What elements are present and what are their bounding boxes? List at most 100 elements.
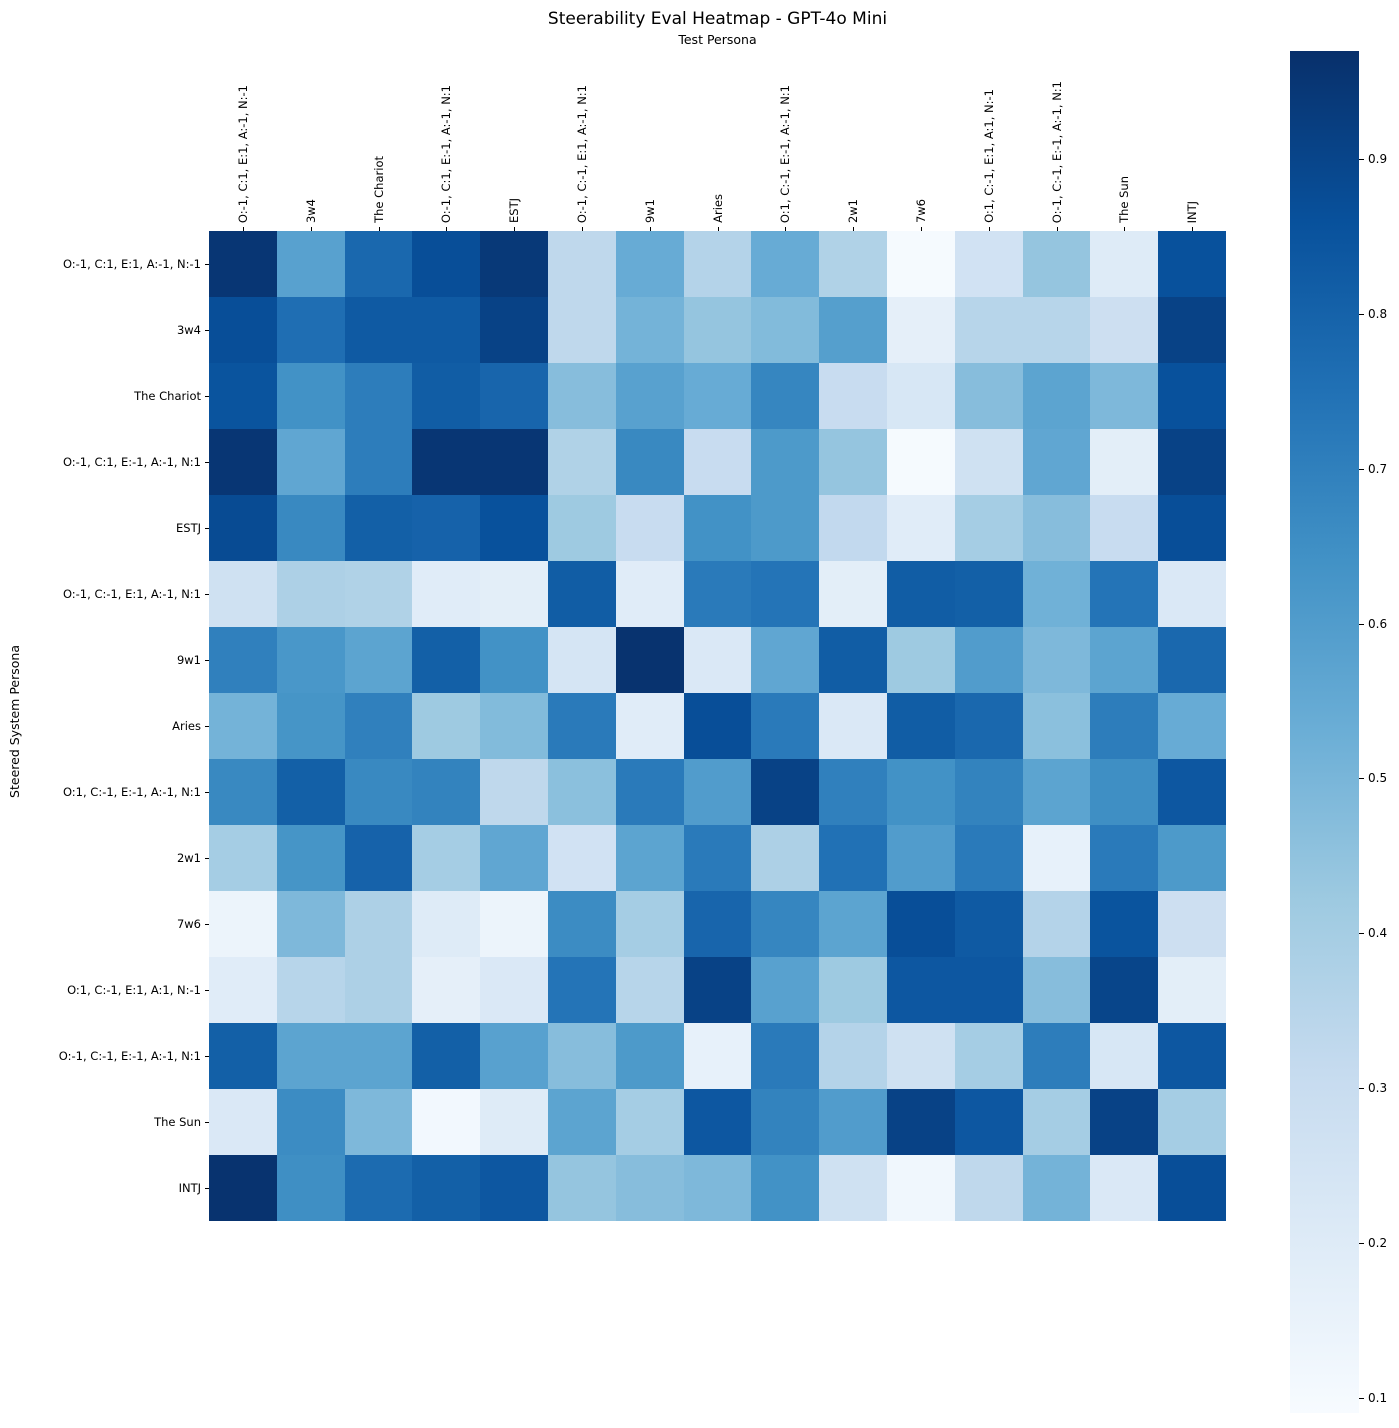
x-tick-label: 7w6 (910, 48, 932, 223)
x-tick-mark (717, 227, 719, 231)
y-tick-mark (205, 1122, 209, 1123)
x-tick-mark (1192, 227, 1194, 231)
heatmap-cell (548, 1023, 616, 1089)
y-tick-label: Aries (172, 719, 201, 733)
heatmap-cell (751, 957, 820, 1023)
y-tick-label: 9w1 (176, 653, 201, 667)
y-tick-label: 7w6 (176, 917, 201, 931)
heatmap-cell (1158, 891, 1226, 957)
heatmap-cell (887, 627, 955, 693)
heatmap-cell (887, 891, 955, 957)
heatmap-cell (412, 1023, 481, 1089)
heatmap-cell (412, 429, 481, 495)
heatmap-cell (887, 231, 955, 297)
chart-title: Steerability Eval Heatmap - GPT-4o Mini (547, 9, 888, 29)
heatmap-cell (1158, 1155, 1226, 1221)
heatmap-cell (954, 561, 1023, 627)
heatmap-cell (548, 429, 616, 495)
y-tick-label: ESTJ (176, 521, 201, 535)
y-tick-label: O:-1, C:1, E:1, A:-1, N:-1 (62, 257, 201, 271)
heatmap-cell (276, 561, 345, 627)
y-tick-mark (205, 990, 209, 991)
heatmap-cell (276, 957, 345, 1023)
heatmap-cell (683, 759, 752, 825)
heatmap-cell (1022, 561, 1091, 627)
colorbar-tick-label: 0.3 (1368, 1080, 1388, 1095)
heatmap-cell (1090, 693, 1159, 759)
heatmap-cell (209, 957, 277, 1023)
x-tick-mark (649, 227, 651, 231)
heatmap-cell (819, 561, 887, 627)
heatmap-cell (276, 891, 345, 957)
heatmap-cell (819, 429, 887, 495)
heatmap-cell (1090, 1089, 1159, 1155)
heatmap-cell (209, 297, 277, 363)
heatmap-cell (751, 495, 820, 561)
heatmap-cell (344, 297, 413, 363)
heatmap-cell (1022, 1089, 1091, 1155)
heatmap-cell (887, 561, 955, 627)
heatmap-cell (751, 297, 820, 363)
colorbar-tick-mark (1359, 1242, 1364, 1244)
heatmap-cell (887, 1089, 955, 1155)
heatmap-cell (209, 1023, 277, 1089)
heatmap-cell (954, 297, 1023, 363)
heatmap-cell (276, 759, 345, 825)
heatmap-cell (1090, 429, 1159, 495)
heatmap-cell (751, 891, 820, 957)
heatmap-cell (954, 957, 1023, 1023)
x-tick-label-text: O:-1, C:-1, E:1, A:-1, N:1 (574, 84, 589, 223)
heatmap-cell (412, 231, 481, 297)
x-tick-label-text: INTJ (1185, 200, 1200, 223)
heatmap-cell (1022, 363, 1091, 429)
heatmap-cell (276, 825, 345, 891)
y-tick-label: The Sun (154, 1115, 201, 1129)
heatmap-cell (1090, 1023, 1159, 1089)
heatmap-cell (209, 891, 277, 957)
heatmap-cell (683, 561, 752, 627)
heatmap-cell (615, 759, 684, 825)
colorbar-tick-mark (1359, 1087, 1364, 1089)
heatmap-cell (615, 957, 684, 1023)
x-tick-mark (920, 227, 922, 231)
heatmap-cell (344, 429, 413, 495)
heatmap-cell (751, 693, 820, 759)
heatmap-cell (209, 759, 277, 825)
heatmap-cell (954, 759, 1023, 825)
heatmap-cell (887, 1023, 955, 1089)
heatmap-cell (887, 363, 955, 429)
heatmap-cell (887, 1155, 955, 1221)
y-tick-mark (205, 792, 209, 793)
y-tick-label: O:-1, C:-1, E:-1, A:-1, N:1 (58, 1049, 201, 1063)
x-tick-label: 3w4 (300, 48, 322, 223)
heatmap-cell (480, 495, 548, 561)
heatmap-cell (412, 957, 481, 1023)
heatmap-cell (344, 1089, 413, 1155)
heatmap-cell (480, 1155, 548, 1221)
heatmap-cell (276, 429, 345, 495)
heatmap-cell (480, 231, 548, 297)
heatmap-cell (683, 495, 752, 561)
heatmap-cell (412, 825, 481, 891)
y-tick-mark (205, 462, 209, 463)
heatmap-cell (819, 1155, 887, 1221)
x-tick-mark (310, 227, 312, 231)
heatmap-cell (480, 363, 548, 429)
colorbar-tick-label: 0.6 (1368, 616, 1388, 631)
heatmap-cell (480, 561, 548, 627)
heatmap-cell (412, 297, 481, 363)
heatmap-cell (887, 825, 955, 891)
heatmap-cell (819, 297, 887, 363)
colorbar-tick-label: 0.7 (1368, 461, 1388, 476)
x-tick-label-text: 9w1 (642, 198, 657, 223)
heatmap-cell (412, 1089, 481, 1155)
heatmap-cell (344, 627, 413, 693)
heatmap-cell (1022, 231, 1091, 297)
heatmap-cell (480, 429, 548, 495)
heatmap-cell (683, 1155, 752, 1221)
heatmap-cell (276, 1155, 345, 1221)
heatmap-cell (1022, 759, 1091, 825)
colorbar-tick-mark (1359, 159, 1364, 161)
x-tick-label-text: The Sun (1117, 176, 1132, 223)
heatmap-cell (276, 1089, 345, 1155)
